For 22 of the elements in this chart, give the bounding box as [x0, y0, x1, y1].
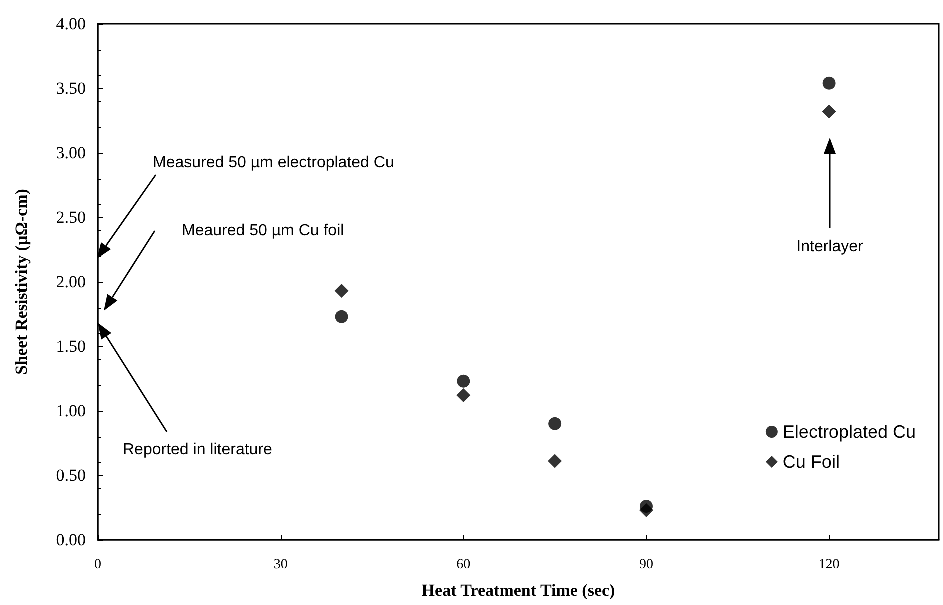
annotation: Measured 50 µm electroplated Cu: [153, 154, 394, 172]
y-tick-label: 0.00: [56, 530, 86, 550]
y-tick-label: 4.00: [56, 14, 86, 34]
y-tick-label: 2.00: [56, 272, 86, 292]
legend-label: Electroplated Cu: [782, 422, 916, 442]
x-tick-label: 30: [274, 558, 288, 572]
x-tick-label: 0: [94, 558, 102, 572]
x-axis-title: Heat Treatment Time (sec): [422, 581, 616, 600]
x-tick-label: 90: [639, 558, 654, 572]
y-tick-label: 1.00: [56, 402, 86, 420]
y-tick-label: 2.50: [56, 208, 86, 227]
y-tick-label: 0.50: [56, 466, 86, 485]
x-tick-label: 60: [456, 558, 471, 572]
annotation: Reported in literature: [123, 442, 273, 458]
y-axis-title: Sheet Resistivity (µΩ-cm): [12, 189, 31, 375]
y-tick-label: 1.50: [56, 337, 86, 356]
annotation: Interlayer: [796, 238, 864, 256]
annotation: Meaured 50 µm Cu foil: [182, 222, 344, 240]
x-tick-label: 120: [818, 558, 840, 572]
y-tick-label: 3.50: [56, 79, 86, 98]
legend-label: Cu Foil: [782, 452, 840, 472]
y-tick-label: 3.00: [56, 144, 86, 162]
